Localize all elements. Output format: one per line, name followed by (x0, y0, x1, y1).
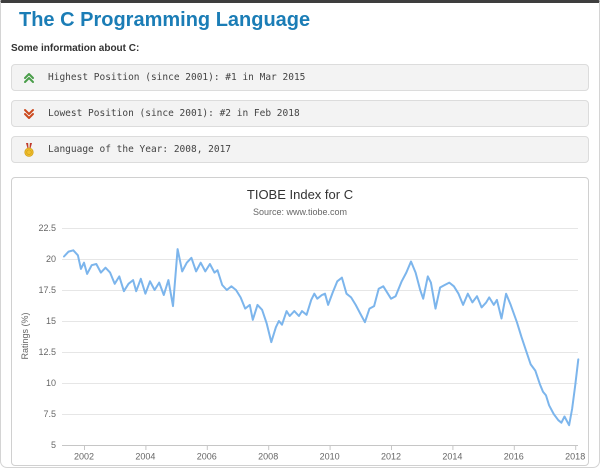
y-tick-label: 20 (46, 254, 56, 264)
y-tick-label: 12.5 (38, 347, 56, 357)
chevrons-down-icon (22, 107, 35, 121)
y-tick-label: 17.5 (38, 285, 56, 295)
chart-canvas[interactable]: 5 7.5 10 12.5 15 17.5 20 22.5 2002 2004 2006 2008 20… (12, 178, 589, 465)
x-tick-label: 2016 (504, 452, 524, 462)
y-tick-label: 22.5 (38, 223, 56, 233)
x-tick-label: 2018 (565, 452, 585, 462)
x-tick-label: 2010 (320, 452, 340, 462)
x-tick-label: 2014 (442, 452, 462, 462)
y-tick-label: 5 (51, 440, 56, 450)
lowest-position-text: Lowest Position (since 2001): #2 in Feb … (48, 108, 300, 119)
language-of-year-text: Language of the Year: 2008, 2017 (48, 144, 232, 155)
info-row-language-of-year: Language of the Year: 2008, 2017 (11, 136, 589, 163)
chevrons-up-icon (22, 71, 35, 85)
x-tick-label: 2012 (381, 452, 401, 462)
info-row-lowest-position: Lowest Position (since 2001): #2 in Feb … (11, 100, 589, 127)
medal-icon (22, 142, 35, 157)
section-label: Some information about C: (11, 43, 140, 54)
highest-position-text: Highest Position (since 2001): #1 in Mar… (48, 72, 306, 83)
chart-subtitle: Source: www.tiobe.com (252, 207, 348, 217)
x-tick-label: 2004 (135, 452, 155, 462)
y-tick-label: 15 (46, 316, 56, 326)
x-tick-label: 2008 (258, 452, 278, 462)
info-row-highest-position: Highest Position (since 2001): #1 in Mar… (11, 64, 589, 91)
y-axis-title: Ratings (%) (20, 312, 30, 359)
page-title: The C Programming Language (19, 9, 311, 31)
tiobe-chart-panel: 5 7.5 10 12.5 15 17.5 20 22.5 2002 2004 2006 2008 20… (11, 177, 589, 466)
chart-title: TIOBE Index for C (246, 187, 354, 202)
x-tick-label: 2006 (197, 452, 217, 462)
x-tick-label: 2002 (74, 452, 94, 462)
y-tick-label: 10 (46, 378, 56, 388)
y-tick-label: 7.5 (43, 409, 56, 419)
series-line-c[interactable] (63, 248, 580, 427)
